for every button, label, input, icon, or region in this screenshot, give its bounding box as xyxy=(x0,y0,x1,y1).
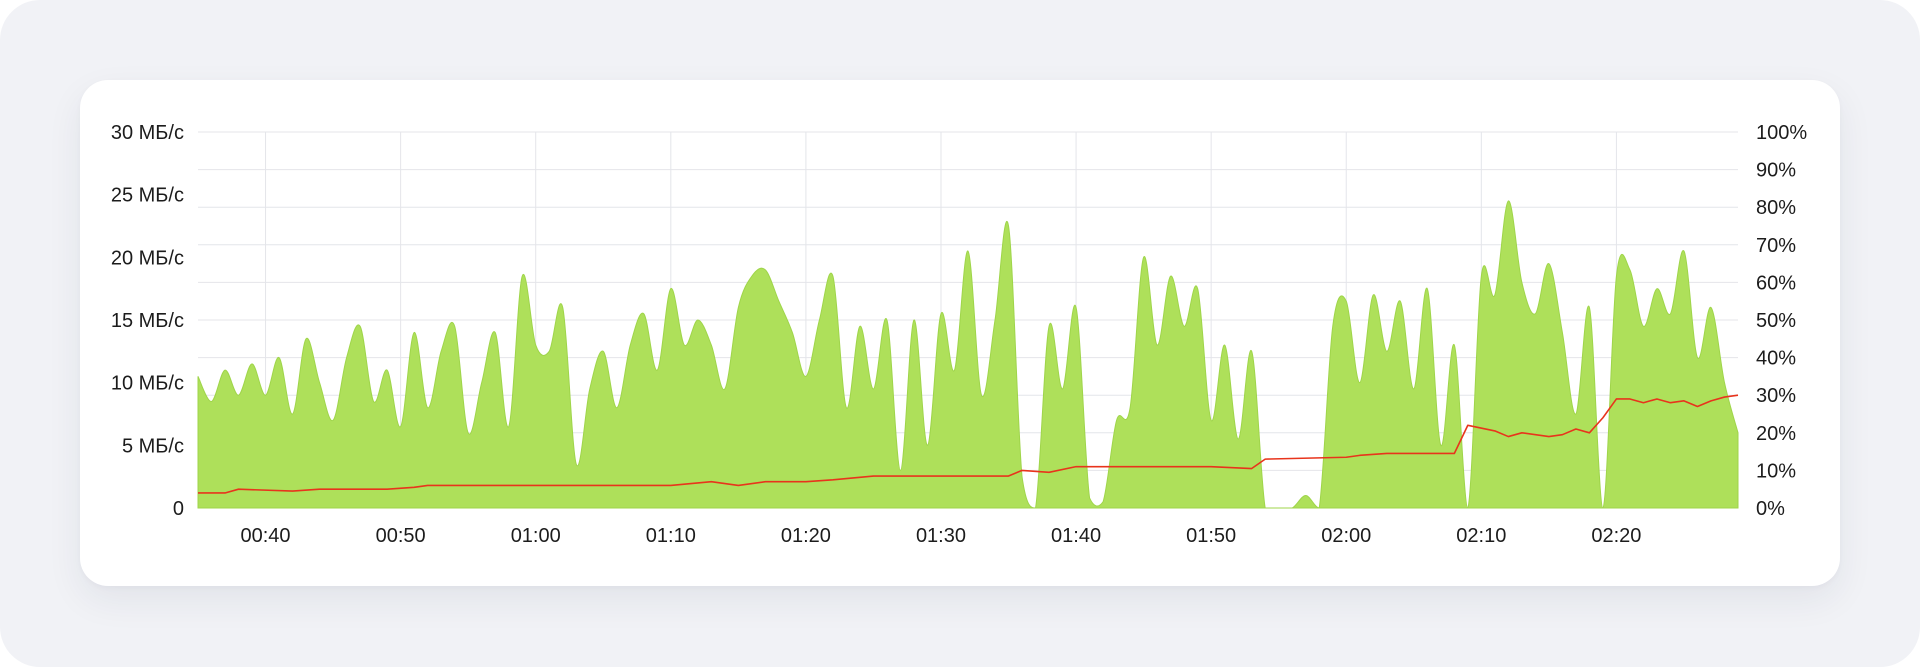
x-tick-label: 01:00 xyxy=(511,525,561,547)
y-left-tick-label: 10 МБ/с xyxy=(111,373,184,395)
x-tick-label: 00:40 xyxy=(241,525,291,547)
x-tick-label: 01:10 xyxy=(646,525,696,547)
y-left-tick-label: 15 МБ/с xyxy=(111,310,184,332)
y-right-tick-label: 90% xyxy=(1756,160,1796,182)
y-right-tick-label: 70% xyxy=(1756,235,1796,257)
right-axis: 0% 10% 20% 30% 40% 50% 60% 70% 80% 90% 100% xyxy=(1756,122,1807,520)
y-right-tick-label: 60% xyxy=(1756,272,1796,294)
area-series xyxy=(197,200,1739,509)
y-left-tick-label: 0 xyxy=(173,498,184,520)
x-tick-label: 01:50 xyxy=(1186,525,1236,547)
y-right-tick-label: 100% xyxy=(1756,122,1807,144)
y-left-tick-label: 20 МБ/с xyxy=(111,247,184,269)
x-tick-label: 01:20 xyxy=(781,525,831,547)
percent-line xyxy=(198,394,1739,494)
x-tick-label: 01:30 xyxy=(916,525,966,547)
y-left-tick-label: 30 МБ/с xyxy=(111,122,184,144)
x-tick-label: 00:50 xyxy=(376,525,426,547)
y-right-tick-label: 0% xyxy=(1756,498,1785,520)
x-axis: 00:40 00:50 01:00 01:10 01:20 01:30 01:40 01:50… xyxy=(241,525,1642,547)
y-right-tick-label: 10% xyxy=(1756,460,1796,482)
x-tick-label: 02:00 xyxy=(1321,525,1371,547)
line-series xyxy=(198,394,1739,494)
x-tick-label: 02:20 xyxy=(1591,525,1641,547)
y-right-tick-label: 30% xyxy=(1756,385,1796,407)
x-tick-label: 02:10 xyxy=(1456,525,1506,547)
y-left-tick-label: 5 МБ/с xyxy=(122,435,184,457)
y-right-tick-label: 40% xyxy=(1756,348,1796,370)
y-right-tick-label: 50% xyxy=(1756,310,1796,332)
chart-svg: 0 5 МБ/с 10 МБ/с 15 МБ/с 20 МБ/с 25 МБ/с 30 МБ… xyxy=(111,122,1808,547)
throughput-area xyxy=(197,200,1739,509)
x-tick-label: 01:40 xyxy=(1051,525,1101,547)
y-left-tick-label: 25 МБ/с xyxy=(111,185,184,207)
left-axis: 0 5 МБ/с 10 МБ/с 15 МБ/с 20 МБ/с 25 МБ/с 30 МБ… xyxy=(111,122,184,520)
y-right-tick-label: 80% xyxy=(1756,197,1796,219)
y-right-tick-label: 20% xyxy=(1756,423,1796,445)
chart-card: 0 5 МБ/с 10 МБ/с 15 МБ/с 20 МБ/с 25 МБ/с 30 МБ… xyxy=(80,80,1840,586)
